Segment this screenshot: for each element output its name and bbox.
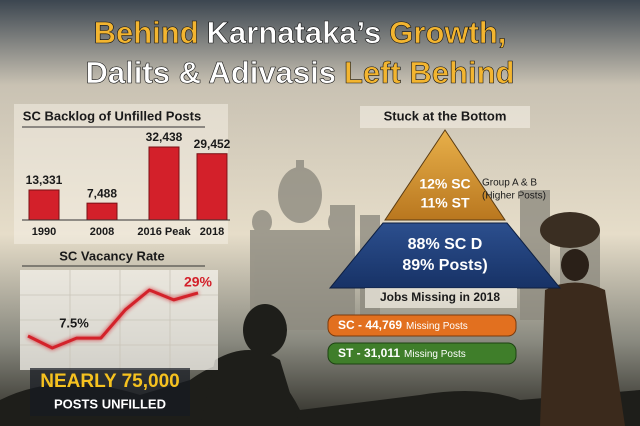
jobs-bar [327,342,517,365]
jobs-label: SC - 44,769 Missing Posts [338,318,468,332]
bar-value-label: 29,452 [194,137,231,151]
bar [196,153,228,221]
callout-text: POSTS UNFILLED [54,396,166,411]
jobs-title: Jobs Missing in 2018 [380,290,500,304]
line-value-label: 29% [184,274,213,290]
x-tick-label: 2008 [90,226,114,238]
x-tick-label: 2018 [200,226,224,238]
line-chart: 7.5% 29% [27,274,213,350]
headline-word: Behind [94,15,199,50]
bar-value-label: 13,331 [26,173,63,187]
jobs-bar [327,314,517,337]
pyramid-top-text: 12% SC [419,176,470,192]
bar [28,189,60,221]
headline-word: Left Behind [344,55,515,90]
pyramid-note: (Higher Posts) [482,191,546,202]
panel-grid [20,270,218,370]
headline-line-1: Behind Karnataka’s Growth, [94,15,507,50]
bar-value-label: 32,438 [146,130,183,144]
chart-title: SC Backlog of Unfilled Posts [23,108,201,123]
pyramid-note: Group A & B [482,178,537,189]
jobs-note: Missing Posts [406,321,468,332]
pyramid-top-text: 11% ST [420,195,469,211]
jobs-note: Missing Posts [404,349,466,360]
bar-chart: 13,331 1990 7,488 2008 32,438 2016 Peak 29,452… [22,130,231,238]
jobs-value: SC - 44,769 [338,318,402,332]
chart-title: SC Vacancy Rate [59,248,165,263]
jobs-value: ST - 31,011 [338,346,400,360]
pyramid-top [384,129,506,221]
headline-word: Dalits & Adivasis [86,55,336,90]
bar [148,146,180,221]
callout-box [30,368,190,416]
headline: Behind Karnataka’s Growth, Dalits & Adivas… [85,15,515,91]
pyramid-bottom-text: 88% SC D [408,236,483,253]
headline-word: Growth, [389,15,506,50]
callout-number: NEARLY 75,000 [40,371,179,392]
jobs-label: ST - 31,011 Missing Posts [338,346,466,360]
pyramid-bottom [328,222,562,289]
x-tick-label: 2016 Peak [137,226,191,238]
pyramid-bottom-text: 89% Posts) [402,257,487,274]
panel [360,106,530,128]
bar-value-label: 7,488 [87,186,117,200]
x-tick-label: 1990 [32,226,56,238]
headline-line-2: Dalits & Adivasis Left Behind [86,55,515,90]
foreground-silhouette [0,212,640,426]
headline-word: Karnataka’s [207,15,382,50]
pyramid-title: Stuck at the Bottom [384,108,507,123]
line-value-label: 7.5% [59,316,89,331]
bar [86,202,118,221]
line [27,288,199,350]
panel [365,288,517,308]
